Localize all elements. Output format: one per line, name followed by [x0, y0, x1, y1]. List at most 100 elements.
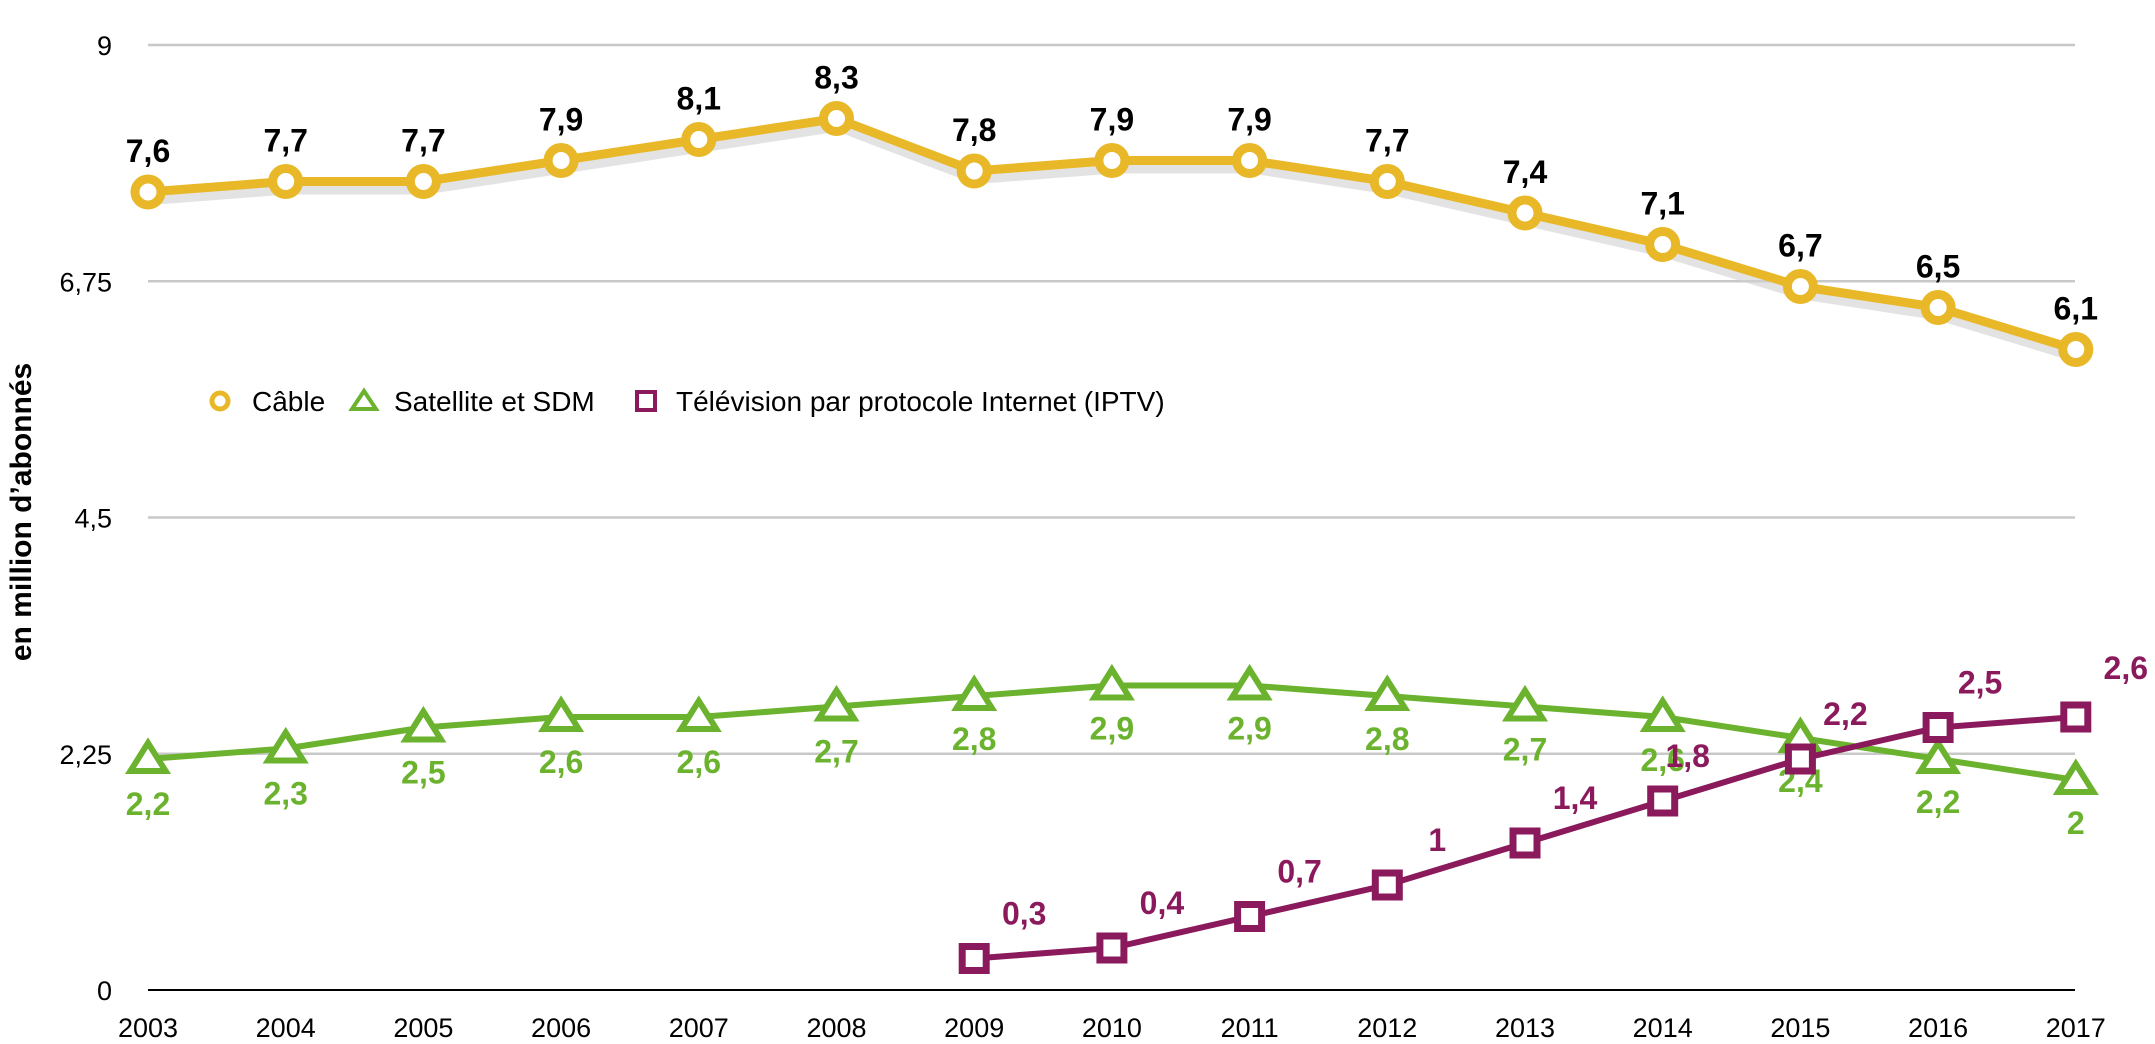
- data-label: 6,7: [1778, 228, 1822, 264]
- data-label: 7,6: [126, 133, 170, 169]
- data-point: [1369, 164, 1405, 199]
- data-point: [813, 684, 860, 722]
- data-label: 2,7: [1503, 732, 1547, 768]
- data-label: 2,5: [1958, 665, 2002, 701]
- x-tick-label: 2012: [1357, 1013, 1417, 1043]
- data-point: [1094, 143, 1130, 178]
- data-point: [538, 695, 585, 732]
- x-tick-label: 2007: [669, 1013, 729, 1043]
- legend-item: Télévision par protocole Internet (IPTV): [635, 386, 1165, 417]
- data-point: [1226, 663, 1273, 701]
- data-point: [956, 153, 992, 189]
- data-point: [2060, 701, 2092, 733]
- data-label: 2,5: [401, 755, 445, 791]
- legend-item: Satellite et SDM: [348, 386, 595, 417]
- data-point: [130, 174, 166, 210]
- y-axis-ticks: 0 2,25 4,5 6,75 9: [59, 31, 112, 1006]
- legend-marker: [635, 390, 657, 412]
- x-tick-label: 2017: [2046, 1013, 2106, 1043]
- data-label: 6,1: [2054, 291, 2098, 327]
- data-point: [124, 737, 172, 774]
- y-tick-label: 2,25: [59, 740, 112, 770]
- data-point: [2052, 758, 2099, 795]
- data-point: [1364, 674, 1411, 711]
- data-label: 2,8: [1365, 721, 1409, 757]
- series-group: 2,2 2,32,5 2,6 2,6 2,7 2,8 2,9 2,9 2,8 2,7 2,62,42…: [124, 60, 2148, 974]
- x-tick-label: 2003: [118, 1013, 178, 1043]
- x-tick-label: 2010: [1082, 1013, 1142, 1043]
- x-tick-label: 2005: [393, 1013, 453, 1043]
- data-label: 0,4: [1140, 885, 1185, 921]
- data-label: 2,6: [677, 744, 721, 780]
- data-label: 1,4: [1553, 780, 1598, 816]
- x-tick-label: 2004: [256, 1013, 316, 1043]
- data-point: [1920, 290, 1956, 325]
- x-tick-label: 2015: [1770, 1013, 1830, 1043]
- x-axis-ticks: 2003 2004 2005 2006 2007 2008 2009 2010 2011 2012…: [118, 1013, 2106, 1043]
- series-iptv: 0,3 0,4 0,7 1 1,4 1,8 2,2 2,5 2,6: [958, 650, 2148, 974]
- data-label: 7,8: [952, 112, 996, 148]
- data-point: [1509, 827, 1541, 859]
- data-point: [1232, 143, 1268, 178]
- data-label: 1: [1428, 822, 1446, 858]
- data-point: [1645, 227, 1681, 262]
- data-label: 1,8: [1665, 738, 1709, 774]
- data-label: 8,3: [814, 60, 858, 96]
- data-label: 0,7: [1277, 854, 1321, 890]
- data-point: [1501, 684, 1549, 722]
- data-label: 2,9: [1227, 711, 1271, 747]
- data-point: [951, 674, 998, 711]
- data-point: [1371, 869, 1403, 901]
- data-point: [400, 705, 447, 743]
- data-label: 2,6: [1640, 742, 1684, 778]
- x-tick-label: 2009: [944, 1013, 1004, 1043]
- data-point: [681, 122, 717, 157]
- data-label: 7,1: [1640, 186, 1684, 222]
- data-label: 7,7: [401, 123, 445, 159]
- legend-label: Câble: [252, 386, 325, 417]
- data-point: [1922, 712, 1954, 743]
- legend: Câble Satellite et SDM Télévision par prot…: [209, 386, 1165, 417]
- data-label: 7,7: [1365, 123, 1409, 159]
- data-point: [543, 143, 579, 178]
- data-label: 0,3: [1002, 896, 1046, 932]
- data-label: 2,9: [1090, 711, 1134, 747]
- data-point: [819, 101, 854, 136]
- data-point: [1096, 932, 1128, 964]
- data-point: [1088, 663, 1135, 701]
- data-point: [1784, 743, 1816, 775]
- x-tick-label: 2011: [1221, 1013, 1279, 1043]
- data-point: [1647, 785, 1679, 817]
- data-label: 7,9: [1090, 102, 1134, 138]
- y-tick-label: 0: [97, 976, 112, 1006]
- series-satellite: 2,2 2,32,5 2,6 2,6 2,7 2,8 2,9 2,9 2,8 2,7 2,62,42…: [124, 663, 2099, 841]
- data-label: 7,4: [1503, 154, 1548, 190]
- data-label: 7,7: [263, 123, 307, 159]
- data-label: 2,2: [126, 786, 170, 822]
- x-tick-label: 2014: [1633, 1013, 1693, 1043]
- data-label: 2,6: [2104, 650, 2148, 686]
- legend-marker: [348, 387, 380, 411]
- data-label: 7,9: [539, 102, 583, 138]
- y-tick-label: 9: [97, 31, 112, 61]
- series-cable: 7,6 7,7 7,7 7,9 8,1 8,3 7,8 7,9 7,9 7,7 7,4 7,1 6,7 6…: [126, 60, 2098, 367]
- data-point: [1234, 901, 1266, 932]
- data-label: 2,6: [539, 744, 583, 780]
- data-label: 2,2: [1823, 696, 1867, 732]
- data-point: [405, 164, 441, 199]
- y-tick-label: 4,5: [74, 504, 112, 534]
- data-label: 8,1: [677, 81, 721, 117]
- data-point: [958, 943, 990, 974]
- y-axis-label: en million d’abonnés: [5, 363, 38, 661]
- data-point: [2058, 332, 2094, 367]
- x-tick-label: 2013: [1495, 1013, 1555, 1043]
- data-label: 6,5: [1916, 249, 1960, 285]
- y-tick-label: 6,75: [59, 267, 112, 297]
- data-label: 2,7: [814, 734, 858, 770]
- x-tick-label: 2006: [531, 1013, 591, 1043]
- data-label: 2,3: [263, 776, 307, 812]
- data-label: 2,2: [1916, 784, 1960, 820]
- data-point: [1782, 269, 1818, 304]
- data-point: [262, 726, 309, 764]
- data-point: [1639, 695, 1686, 732]
